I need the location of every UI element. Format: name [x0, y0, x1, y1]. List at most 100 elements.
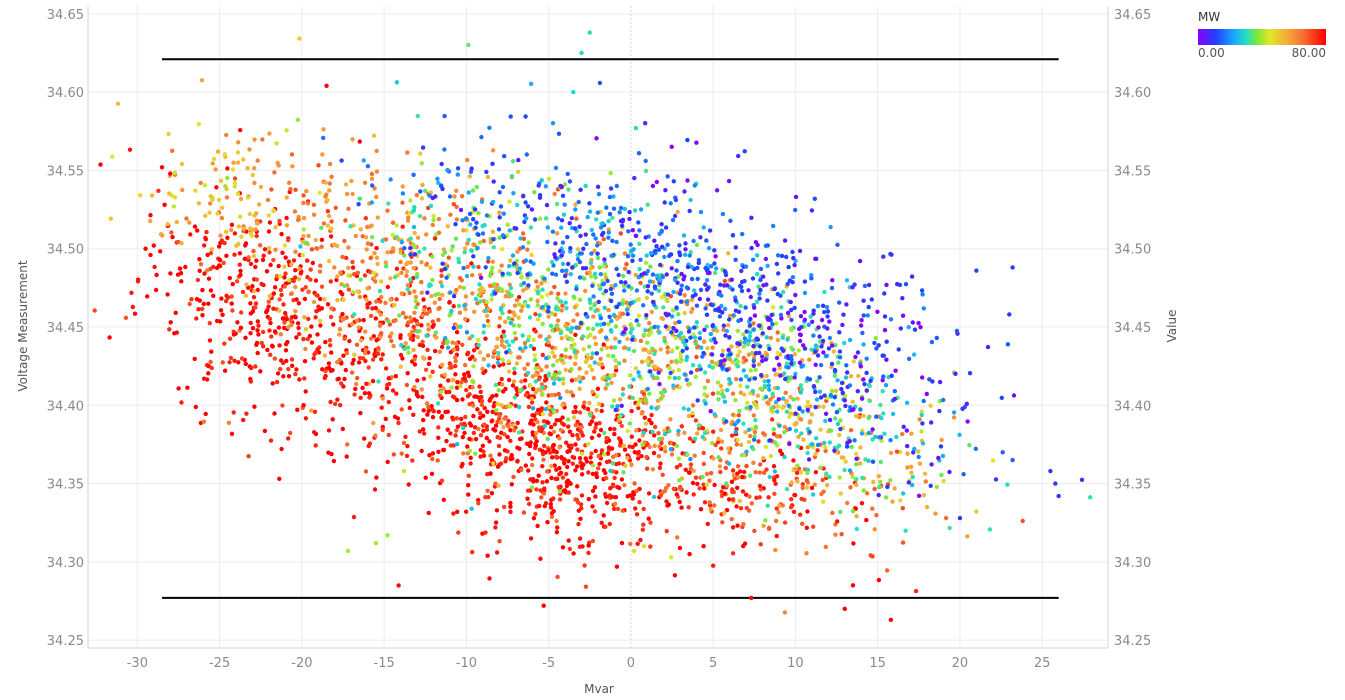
data-point — [750, 388, 755, 394]
data-point — [714, 188, 720, 193]
data-point — [447, 194, 453, 199]
data-point — [601, 321, 607, 326]
data-point — [283, 271, 288, 276]
data-point — [344, 191, 350, 197]
data-point — [517, 405, 522, 410]
data-point — [594, 407, 599, 413]
data-point — [352, 392, 357, 397]
data-point — [572, 226, 578, 231]
data-point — [562, 457, 567, 462]
data-point — [567, 221, 572, 226]
data-point — [256, 323, 261, 328]
data-point — [722, 510, 727, 516]
plot-frame — [87, 6, 1109, 649]
data-point — [892, 486, 897, 491]
data-point — [555, 216, 561, 221]
data-point — [294, 297, 299, 302]
data-point — [609, 291, 615, 296]
data-point — [652, 238, 657, 243]
data-point — [441, 386, 446, 391]
data-point — [643, 121, 648, 126]
data-point — [445, 409, 450, 414]
data-point — [238, 214, 243, 219]
data-point — [665, 345, 670, 350]
data-point — [704, 312, 710, 317]
data-point — [486, 363, 491, 368]
data-point — [526, 468, 531, 473]
data-point — [466, 190, 471, 195]
data-point — [463, 316, 468, 322]
data-point — [546, 373, 551, 378]
data-point — [561, 360, 566, 365]
data-point — [528, 297, 533, 302]
data-point — [411, 208, 417, 213]
data-point — [748, 368, 753, 373]
data-point — [688, 335, 693, 340]
data-point — [529, 207, 535, 212]
gridlines — [88, 6, 1108, 648]
data-point — [720, 388, 725, 393]
data-point — [368, 255, 373, 261]
data-point — [419, 260, 424, 265]
data-point — [484, 427, 490, 432]
data-point — [248, 301, 253, 306]
data-point — [193, 404, 198, 410]
data-point — [675, 258, 680, 264]
data-point — [1005, 482, 1010, 487]
data-point — [610, 238, 615, 243]
data-point — [782, 238, 788, 243]
data-point — [702, 500, 708, 505]
data-point — [677, 385, 682, 390]
data-point — [485, 174, 491, 180]
data-point — [560, 268, 565, 273]
data-point — [180, 187, 185, 193]
data-point — [324, 83, 329, 89]
data-point — [576, 199, 581, 205]
data-point — [669, 144, 674, 149]
data-point — [733, 257, 738, 262]
data-point — [686, 329, 692, 334]
data-point — [877, 435, 882, 440]
data-point — [404, 273, 409, 278]
data-point — [685, 178, 690, 183]
data-point — [921, 398, 926, 404]
data-point — [648, 330, 654, 335]
data-point — [494, 408, 499, 413]
data-point — [179, 241, 184, 246]
data-point — [809, 276, 814, 281]
data-point — [419, 448, 424, 454]
data-point — [455, 347, 460, 352]
data-point — [475, 407, 480, 412]
data-point — [843, 393, 848, 399]
data-point — [640, 398, 645, 403]
data-point — [597, 265, 602, 270]
data-point — [912, 446, 917, 452]
data-point — [439, 344, 445, 350]
data-point — [619, 540, 625, 546]
data-point — [476, 497, 481, 503]
data-point — [903, 282, 909, 287]
data-point — [663, 225, 669, 230]
data-point — [251, 254, 257, 259]
data-point — [578, 320, 584, 326]
data-point — [458, 383, 463, 389]
data-point — [789, 357, 794, 362]
data-point — [507, 263, 512, 269]
data-point — [874, 346, 879, 351]
data-point — [766, 525, 772, 531]
data-point — [430, 456, 435, 462]
data-point — [643, 168, 649, 174]
data-point — [692, 335, 698, 340]
data-point — [350, 191, 355, 197]
data-point — [502, 416, 507, 421]
data-point — [710, 302, 715, 308]
data-point — [622, 206, 627, 212]
data-point — [865, 313, 870, 318]
data-point — [695, 276, 700, 282]
data-point — [260, 137, 265, 142]
data-point — [553, 241, 558, 246]
data-point — [784, 487, 790, 492]
data-point — [789, 307, 794, 313]
data-point — [633, 233, 638, 238]
data-point — [558, 395, 563, 400]
